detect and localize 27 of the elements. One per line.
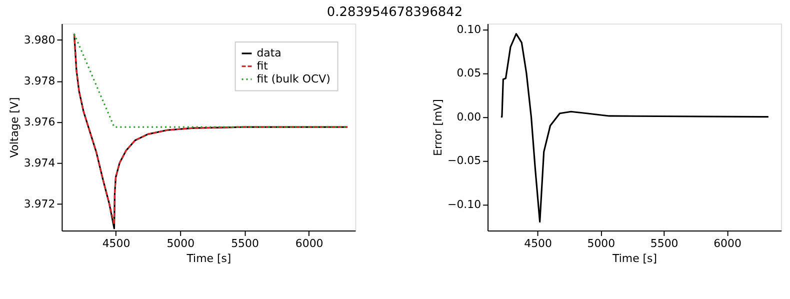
x-tick-label: 5000 bbox=[166, 236, 195, 250]
x-axis-title: Time [s] bbox=[186, 252, 232, 265]
x-tick-label: 4500 bbox=[524, 236, 552, 250]
y-tick-label: 0.05 bbox=[456, 66, 482, 80]
x-tick-label: 5500 bbox=[650, 236, 678, 250]
y-tick-label: 3.974 bbox=[24, 156, 56, 170]
y-tick-label: 3.972 bbox=[24, 197, 56, 210]
x-tick-label: 4500 bbox=[102, 236, 130, 250]
x-tick-label: 5500 bbox=[231, 236, 259, 250]
y-tick-label: −0.05 bbox=[448, 154, 482, 168]
y-tick-label: 3.980 bbox=[24, 33, 56, 46]
y-tick-label: 0.00 bbox=[456, 110, 482, 124]
text: 0.283954678396842 bbox=[326, 4, 463, 20]
x-axis-title: Time [s] bbox=[612, 252, 658, 265]
x-tick-label: 5000 bbox=[587, 236, 616, 250]
y-tick-label: 0.10 bbox=[456, 22, 482, 36]
x-tick-label: 6000 bbox=[714, 236, 742, 250]
y-axis-title: Error [mV] bbox=[432, 99, 445, 156]
x-tick-label: 6000 bbox=[295, 236, 324, 250]
y-tick-label: 3.978 bbox=[24, 74, 56, 88]
legend-label: data bbox=[256, 46, 282, 60]
y-tick-label: −0.10 bbox=[448, 198, 482, 211]
line-series bbox=[500, 33, 770, 223]
legend-label: fit (bulk OCV) bbox=[256, 72, 330, 86]
legend-label: fit bbox=[256, 59, 269, 72]
y-axis-title: Voltage [V] bbox=[8, 97, 21, 158]
y-tick-label: 3.976 bbox=[24, 115, 56, 128]
